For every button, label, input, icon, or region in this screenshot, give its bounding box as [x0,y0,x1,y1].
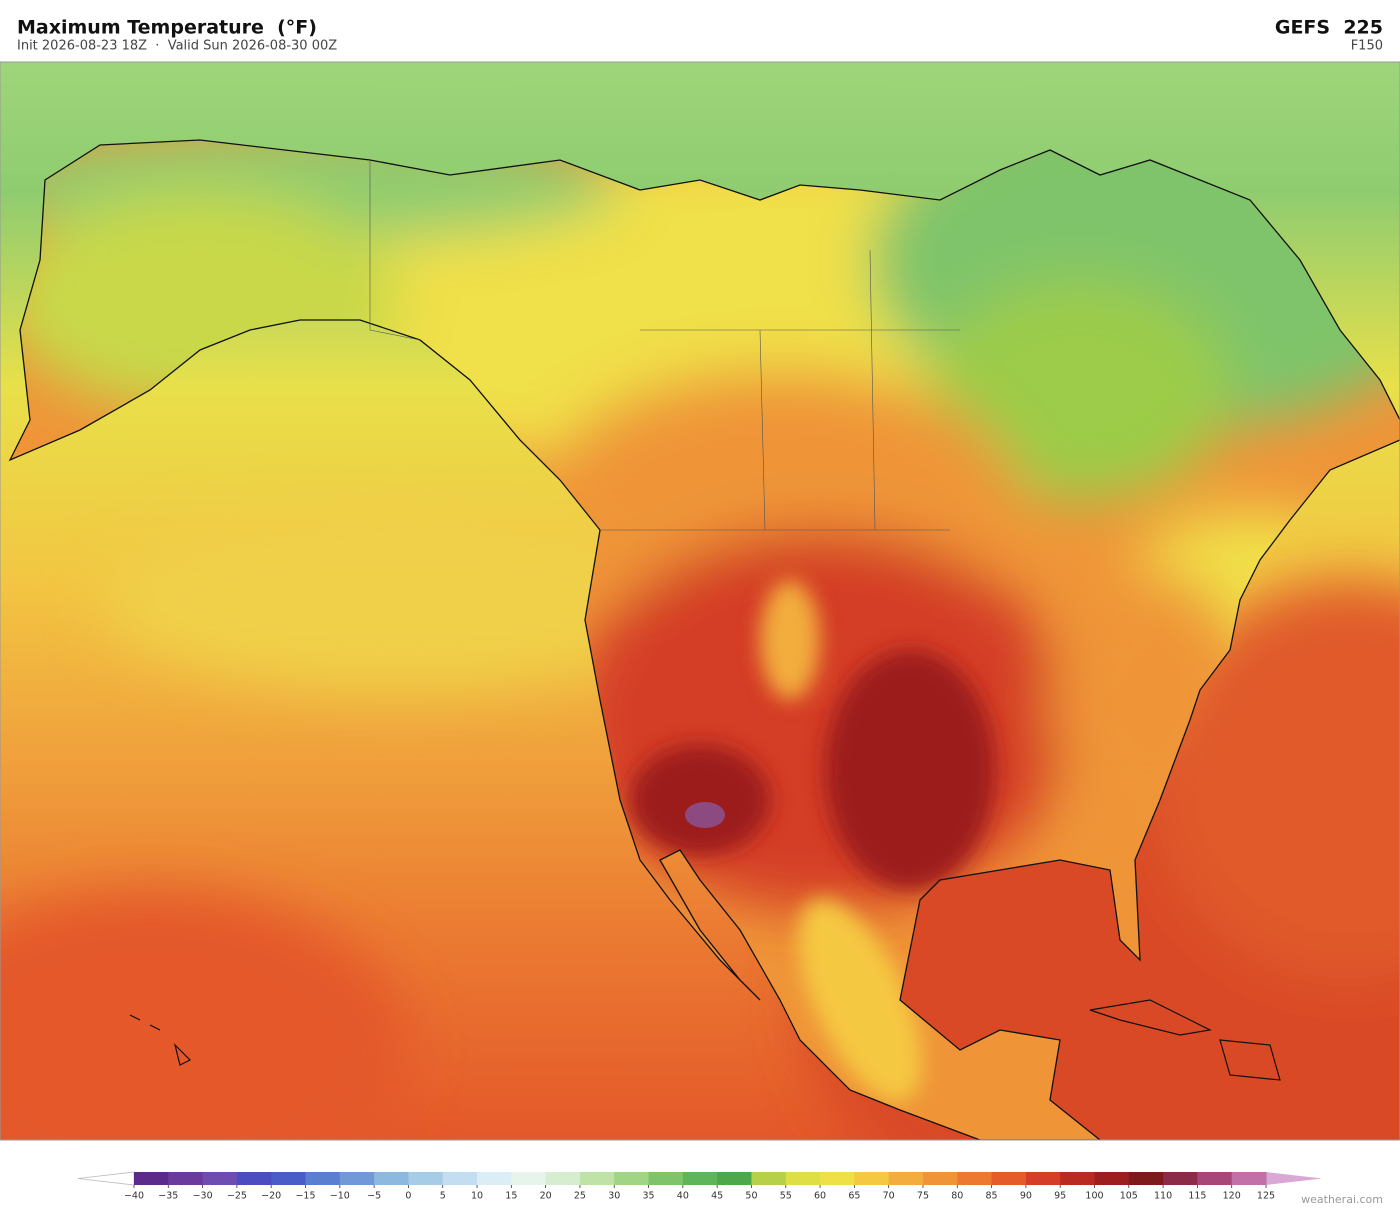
colorbar-segment [236,1172,272,1185]
colorbar-tick-label: 110 [1154,1191,1172,1202]
title: Maximum Temperature (°F) [17,17,317,39]
colorbar-segment [134,1172,169,1185]
colorbar-segment [202,1172,238,1185]
colorbar-segment [374,1172,409,1185]
colorbar-tick-label: 60 [814,1191,826,1202]
colorbar-segment [854,1172,890,1185]
colorbar-tick-label: 5 [440,1191,446,1202]
colorbar-tick-label: 25 [574,1191,586,1202]
colorbar-segment [477,1172,512,1185]
colorbar-tick-label: 75 [917,1191,929,1202]
forecast-hour: F150 [1351,39,1383,54]
colorbar-segment [545,1172,581,1185]
colorbar-segment [1094,1172,1130,1185]
colorbar-tick-label: −35 [158,1191,178,1202]
colorbar-tick-label: 100 [1085,1191,1103,1202]
colorbar-tick-label: 65 [848,1191,860,1202]
colorbar-tick-label: 50 [745,1191,757,1202]
colorbar-tick-label: 115 [1188,1191,1206,1202]
colorbar-segment [717,1172,752,1185]
plains-hot [825,650,995,890]
hudson-green [930,280,1230,500]
colorbar-segment [614,1172,650,1185]
colorbar-tick-label: 45 [711,1191,723,1202]
colorbar-tick-label: 40 [677,1191,689,1202]
map-frame [0,61,1400,1141]
colorbar-tick-label: −25 [227,1191,247,1202]
desert-hot [630,745,770,855]
colorbar-segment [442,1172,478,1185]
colorbar-tick-label: 90 [1020,1191,1032,1202]
colorbar-tick-label: −30 [193,1191,213,1202]
colorbar-tick-label: −20 [261,1191,281,1202]
colorbar-segment [1128,1172,1164,1185]
colorbar-segment [408,1172,444,1185]
colorbar-segment [785,1172,821,1185]
colorbar-tick-label: −5 [367,1191,381,1202]
colorbar-segment [820,1172,855,1185]
colorbar-segment [305,1172,341,1185]
colorbar-segment [271,1172,307,1185]
colorbar: −40 −35 −30 −25 −20 −15 −10 −5 0 5 10 15 20 25 30 35 40 4… [77,1171,1322,1202]
extreme-spot [685,802,725,828]
pacific-warm [0,890,410,1140]
ocean-anomalies [0,510,1400,1140]
colorbar-tick-label: 85 [986,1191,998,1202]
colorbar-segment [888,1172,924,1185]
colorbar-tick-label: −15 [295,1191,315,1202]
credit: weatherai.com [1301,1193,1383,1206]
pacific-band [100,510,700,690]
colorbar-segment [1060,1172,1095,1185]
colorbar-segment [751,1172,787,1185]
colorbar-segment [339,1172,375,1185]
colorbar-tick-label: 80 [951,1191,963,1202]
land-hotspots [630,580,995,1102]
colorbar-segment [511,1172,547,1185]
colorbar-tick-label: 30 [608,1191,620,1202]
colorbar-segment [991,1172,1027,1185]
map [0,62,1400,1140]
colorbar-tick-label: 55 [780,1191,792,1202]
colorbar-tick-label: 35 [642,1191,654,1202]
atlantic-warm [1150,580,1400,980]
colorbar-under [77,1171,135,1186]
colorbar-segment [682,1172,718,1185]
colorbar-tick-label: 20 [540,1191,552,1202]
colorbar-over [1266,1172,1322,1185]
colorbar-tick-label: 10 [471,1191,483,1202]
colorbar-tick-label: 15 [505,1191,517,1202]
colorbar-segment [648,1172,684,1185]
rockies-cool [760,580,820,700]
colorbar-tick-label: 0 [405,1191,411,1202]
us-red [570,530,1070,910]
borders [369,160,960,531]
colorbar-tick-label: 105 [1120,1191,1138,1202]
colorbar-tick-label: 125 [1257,1191,1275,1202]
colorbar-segment [1197,1172,1233,1185]
colorbar-segment [1025,1172,1061,1185]
colorbar-segment [168,1172,204,1185]
colorbar-segment [922,1172,958,1185]
colorbar-tick-label: 70 [883,1191,895,1202]
colorbar-tick-label: −10 [330,1191,350,1202]
islands [129,999,1281,1081]
mexico-plateau [798,898,922,1102]
subtitle: Init 2026-08-23 18Z · Valid Sun 2026-08-… [17,39,337,54]
colorbar-segment [1163,1172,1198,1185]
colorbar-tick-label: 120 [1223,1191,1241,1202]
colorbar-segment [1231,1172,1267,1185]
model-label: GEFS 225 [1275,17,1383,39]
colorbar-tick-label: 95 [1054,1191,1066,1202]
colorbar-segment [579,1172,615,1185]
colorbar-segment [957,1172,993,1185]
colorbar-tick-label: −40 [124,1191,144,1202]
